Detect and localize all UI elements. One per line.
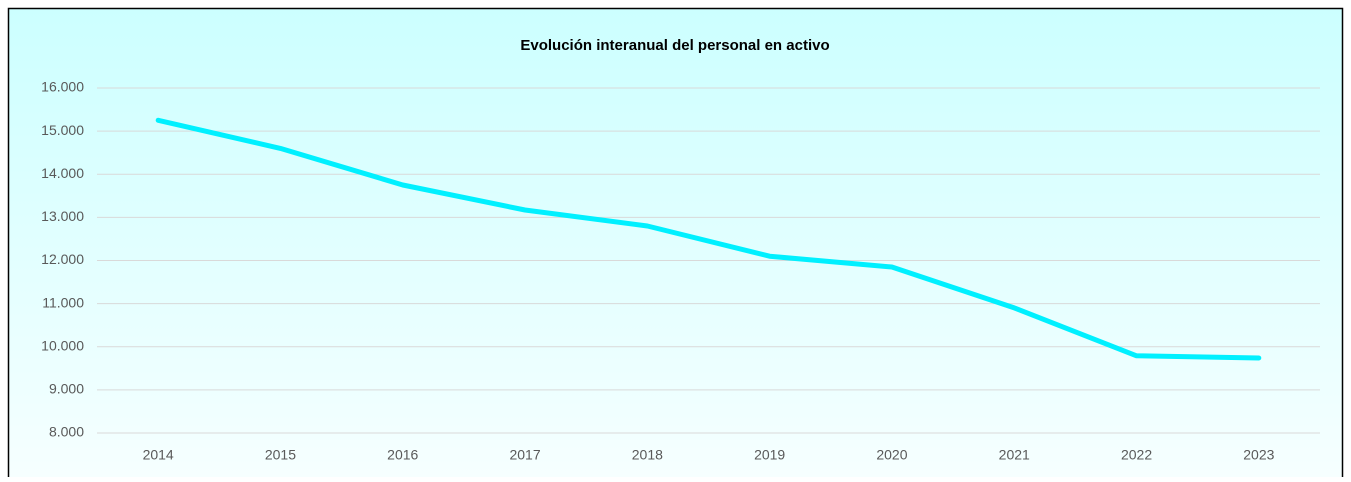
x-tick-label: 2023 [1243,447,1274,463]
x-tick-label: 2016 [387,447,418,463]
y-tick-label: 10.000 [41,337,84,353]
x-tick-label: 2014 [143,447,174,463]
chart-title: Evolución interanual del personal en act… [520,37,829,54]
x-tick-label: 2015 [265,447,296,463]
data-line [155,117,1262,361]
x-tick-label: 2021 [999,447,1030,463]
x-tick-label: 2019 [754,447,785,463]
y-tick-label: 8.000 [49,424,84,440]
y-tick-label: 14.000 [41,165,84,181]
y-tick-label: 16.000 [41,79,84,95]
y-tick-label: 12.000 [41,251,84,267]
y-tick-label: 9.000 [49,381,84,397]
x-tick-label: 2022 [1121,447,1152,463]
x-tick-label: 2020 [876,447,907,463]
x-tick-label: 2017 [509,447,540,463]
x-tick-label: 2018 [632,447,663,463]
chart-frame [7,7,1344,482]
y-tick-label: 15.000 [41,122,84,138]
y-tick-label: 13.000 [41,208,84,224]
y-tick-label: 11.000 [42,294,84,310]
